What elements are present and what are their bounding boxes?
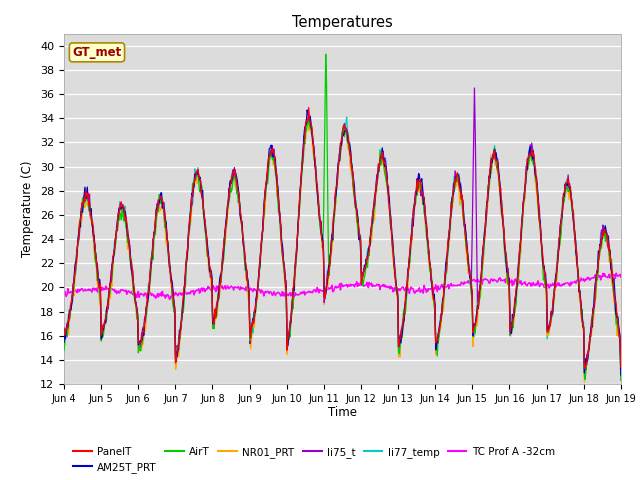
X-axis label: Time: Time bbox=[328, 407, 357, 420]
Text: GT_met: GT_met bbox=[72, 46, 122, 59]
Legend: PanelT, AM25T_PRT, AirT, NR01_PRT, li75_t, li77_temp, TC Prof A -32cm: PanelT, AM25T_PRT, AirT, NR01_PRT, li75_… bbox=[69, 443, 559, 477]
Title: Temperatures: Temperatures bbox=[292, 15, 393, 30]
Y-axis label: Temperature (C): Temperature (C) bbox=[22, 160, 35, 257]
